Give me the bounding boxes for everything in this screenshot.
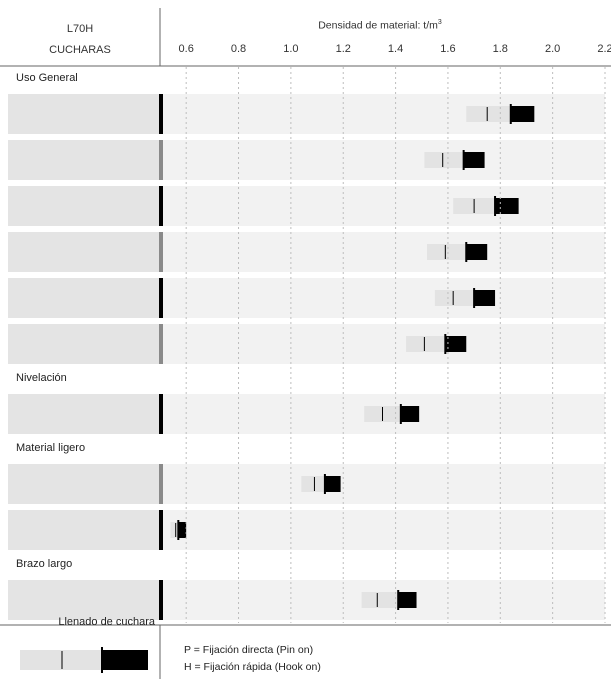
legend-light-bar (20, 650, 102, 670)
fill-range-dark (178, 522, 187, 538)
row-marker (159, 232, 163, 272)
tick-label: 1.0 (283, 43, 299, 55)
header-buckets: CUCHARAS (49, 44, 111, 56)
label-band (8, 232, 160, 272)
row-marker (159, 186, 163, 226)
fill-range-dark (510, 106, 535, 122)
fill-range-dark (324, 476, 341, 492)
fill-range-light (170, 522, 179, 538)
header-model: L70H (66, 23, 94, 35)
fill-range-dark (398, 592, 417, 608)
group-label: Brazo largo (16, 558, 73, 570)
tick-label: 2.0 (544, 43, 561, 55)
tick-label: 1.2 (335, 43, 351, 55)
label-band (8, 394, 160, 434)
fill-range-light (361, 592, 399, 608)
label-band (8, 94, 160, 134)
tick-label: 0.8 (230, 43, 247, 55)
legend-pin-note: P = Fijación directa (Pin on) (184, 644, 314, 656)
row-marker (159, 140, 163, 180)
label-band (8, 510, 160, 550)
fill-range-light (427, 244, 467, 260)
row-marker (159, 278, 163, 318)
tick-label: 2.2 (597, 43, 611, 55)
fill-range-light (406, 336, 446, 352)
legend-title: Llenado de cuchara (58, 616, 155, 628)
label-band (8, 186, 160, 226)
group-label: Material ligero (16, 442, 86, 454)
fill-range-dark (474, 290, 496, 306)
legend-hook-note: H = Fijación rápida (Hook on) (184, 661, 321, 673)
row-marker (159, 394, 163, 434)
tick-label: 1.8 (492, 43, 508, 55)
row-marker (159, 324, 163, 364)
fill-range-light (424, 152, 464, 168)
label-band (8, 464, 160, 504)
fill-range-dark (445, 336, 467, 352)
row-marker (159, 464, 163, 504)
label-band (8, 140, 160, 180)
group-label: Nivelación (16, 372, 67, 384)
row-marker (159, 94, 163, 134)
tick-label: 1.4 (387, 43, 404, 55)
fill-range-light (434, 290, 475, 306)
tick-label: 1.6 (440, 43, 456, 55)
fill-range-dark (400, 406, 420, 422)
fill-range-light (466, 106, 511, 122)
label-band (8, 580, 160, 620)
label-band (8, 324, 160, 364)
fill-range-dark (495, 198, 519, 214)
fill-range-dark (463, 152, 485, 168)
label-band (8, 278, 160, 318)
row-marker (159, 580, 163, 620)
legend-dark-bar (102, 650, 148, 670)
fill-range-light (301, 476, 325, 492)
row-marker (159, 510, 163, 550)
fill-range-dark (466, 244, 488, 260)
group-label: Uso General (16, 72, 78, 84)
tick-label: 0.6 (178, 43, 194, 55)
axis-title: Densidad de material: t/m3 (318, 19, 442, 32)
